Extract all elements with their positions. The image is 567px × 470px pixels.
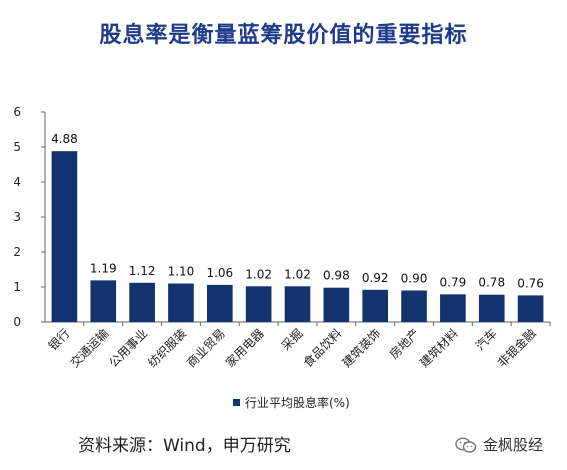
legend-label: 行业平均股息率(%)	[245, 396, 350, 410]
x-tick-label: 纺织服装	[145, 326, 189, 370]
bar	[284, 286, 311, 322]
bar	[517, 295, 544, 322]
data-label: 1.12	[129, 264, 156, 278]
x-tick-label: 非银金融	[494, 326, 539, 371]
y-tick-label: 1	[13, 280, 21, 294]
brand: 金枫股经	[455, 434, 543, 455]
data-label: 4.88	[51, 132, 78, 146]
data-label: 1.02	[245, 267, 272, 281]
data-label: 1.19	[90, 261, 117, 275]
x-tick-label: 公用事业	[106, 326, 150, 370]
data-label: 0.98	[323, 269, 350, 283]
bar	[401, 290, 427, 322]
y-tick-label: 5	[13, 140, 21, 154]
data-label: 0.78	[478, 276, 505, 290]
bar	[51, 151, 78, 322]
x-tick-label: 商业贸易	[183, 326, 228, 371]
data-label: 0.79	[440, 275, 467, 289]
x-tick-label: 汽车	[472, 326, 500, 354]
bar	[129, 282, 155, 322]
brand-name: 金枫股经	[483, 436, 544, 454]
y-tick-label: 6	[13, 105, 21, 119]
y-tick-label: 4	[13, 175, 21, 189]
x-tick-label: 建筑材料	[416, 326, 461, 371]
x-tick-label: 交通运输	[67, 326, 112, 371]
x-tick-label: 采掘	[278, 326, 306, 354]
y-tick-label: 2	[13, 245, 21, 259]
bar	[362, 289, 389, 322]
bar	[245, 286, 272, 322]
legend: 行业平均股息率(%)	[233, 394, 350, 411]
data-label: 1.10	[168, 265, 195, 279]
y-tick-label: 3	[13, 210, 21, 224]
bar	[90, 280, 117, 322]
x-tick-label: 房地产	[386, 326, 422, 362]
data-label: 0.92	[362, 271, 389, 285]
x-tick-label: 食品饮料	[300, 326, 345, 371]
x-tick-label: 建筑装饰	[339, 326, 384, 371]
x-tick-label: 银行	[46, 326, 73, 353]
legend-swatch	[233, 399, 240, 406]
bar	[323, 287, 350, 322]
bar	[478, 294, 505, 322]
wechat-icon	[455, 436, 477, 453]
data-label: 0.90	[401, 272, 428, 286]
x-tick-label: 家用电器	[222, 326, 267, 371]
y-tick-label: 0	[13, 315, 21, 329]
bar	[440, 294, 466, 322]
data-label: 1.06	[206, 266, 233, 280]
chart-title: 股息率是衡量蓝筹股价值的重要指标	[99, 23, 468, 48]
source-note: 资料来源：Wind，申万研究	[78, 436, 291, 456]
bar	[206, 284, 233, 322]
data-label: 0.76	[517, 276, 544, 290]
bar	[168, 283, 194, 322]
data-label: 1.02	[284, 267, 311, 281]
